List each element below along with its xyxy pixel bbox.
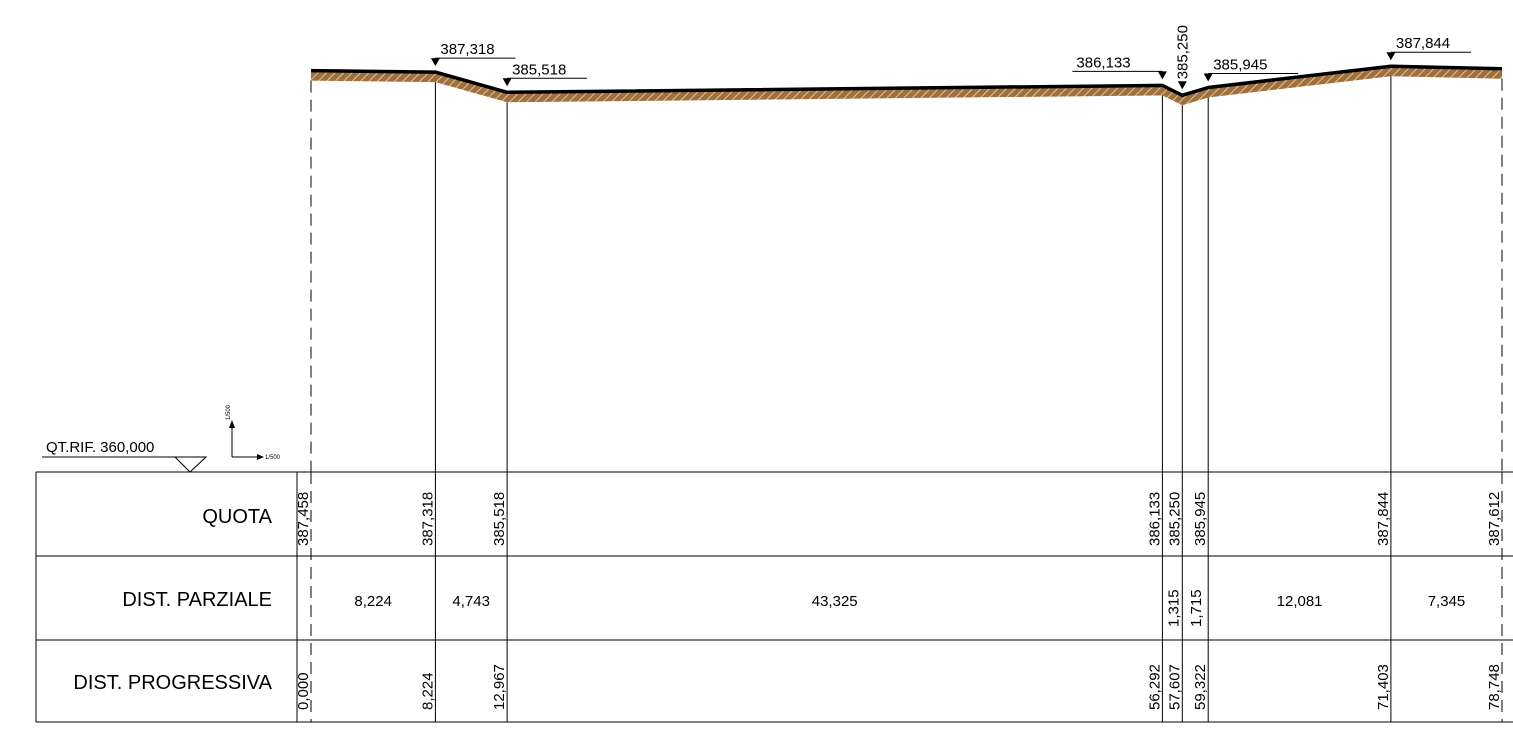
quota-value: 385,250: [1166, 492, 1183, 546]
quota-value: 386,133: [1146, 492, 1163, 546]
elevation-label: 386,133: [1076, 54, 1130, 71]
terrain-band: [311, 66, 1502, 106]
reference-level-label: QT.RIF. 360,000: [46, 439, 154, 456]
elevation-marker: [1177, 81, 1187, 90]
elevation-label: 385,945: [1213, 57, 1267, 74]
progressiva-value: 71,403: [1375, 664, 1392, 710]
row-label-dist-parziale: DIST. PARZIALE: [122, 589, 272, 611]
parziale-value: 1,715: [1188, 589, 1205, 627]
quota-value: 385,945: [1192, 492, 1209, 546]
progressiva-value: 56,292: [1146, 664, 1163, 710]
elevation-label: 387,844: [1396, 35, 1450, 52]
elevation-marker: [1386, 52, 1396, 61]
reference-level-triangle: [173, 456, 208, 473]
ground-line: [310, 64, 1503, 98]
quota-value: 387,458: [295, 492, 312, 546]
progressiva-value: 59,322: [1192, 664, 1209, 710]
horizontal-scale-label: 1/500: [265, 455, 281, 461]
progressiva-value: 12,967: [491, 664, 508, 710]
vertical-scale-label: 1/500: [226, 404, 232, 420]
progressiva-value: 57,607: [1166, 664, 1183, 710]
parziale-value: 8,224: [354, 593, 392, 610]
elevation-label: 387,318: [440, 41, 494, 58]
row-label-dist-progressiva: DIST. PROGRESSIVA: [73, 672, 272, 694]
elevation-marker: [1203, 73, 1213, 82]
elevation-label: 385,250: [1174, 25, 1191, 79]
data-table-grid: [35, 471, 1513, 723]
progressiva-value: 0,000: [295, 672, 312, 710]
quota-value: 387,318: [419, 492, 436, 546]
parziale-value: 43,325: [812, 593, 858, 610]
parziale-value: 7,345: [1428, 593, 1466, 610]
parziale-value: 12,081: [1277, 593, 1323, 610]
quota-value: 385,518: [491, 492, 508, 546]
elevation-label: 385,518: [512, 61, 566, 78]
quota-value: 387,612: [1486, 492, 1503, 546]
scale-indicator: 1/500 1/500: [226, 404, 281, 461]
row-label-quota: QUOTA: [202, 506, 272, 528]
elevation-marker: [1157, 71, 1167, 80]
elevation-marker: [430, 58, 440, 67]
elevation-marker: [502, 78, 512, 87]
profile-content: 387,458 0,000 387,318 8,224 385,518 12,967 386…: [295, 25, 1503, 722]
parziale-value: 4,743: [452, 593, 490, 610]
parziale-value: 1,315: [1165, 589, 1182, 627]
progressiva-value: 78,748: [1486, 664, 1503, 710]
progressiva-value: 8,224: [419, 672, 436, 710]
quota-value: 387,844: [1375, 492, 1392, 546]
